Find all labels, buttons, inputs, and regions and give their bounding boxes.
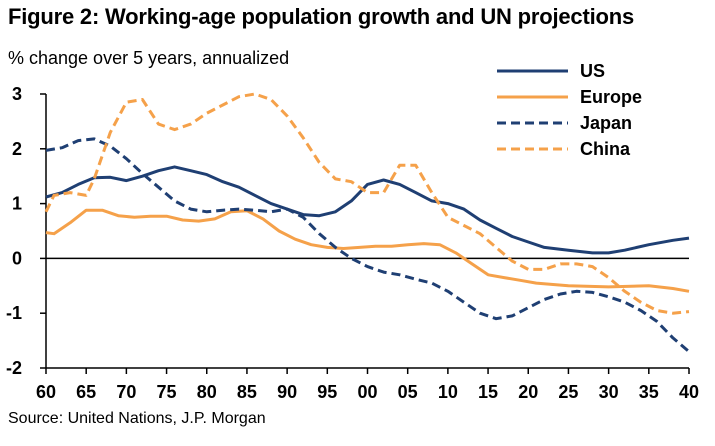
legend-label-us: US [580, 61, 605, 81]
chart-subtitle: % change over 5 years, annualized [8, 48, 290, 68]
series-line-china [44, 92, 690, 315]
y-tick-label: -1 [6, 303, 22, 323]
series-line-us [45, 165, 690, 255]
y-tick-label: -2 [6, 358, 22, 378]
y-tick-label: 1 [12, 194, 22, 214]
x-tick-label: 20 [518, 382, 538, 402]
x-tick-label: 35 [639, 382, 659, 402]
series-lines [44, 92, 690, 353]
x-tick-label: 60 [36, 382, 56, 402]
x-tick-label: 75 [157, 382, 177, 402]
y-ticks: 3 2 1 0 -1 -2 [6, 84, 46, 378]
x-tick-label: 80 [197, 382, 217, 402]
x-tick-label: 00 [357, 382, 377, 402]
series-line-japan [45, 137, 690, 353]
x-tick-label: 85 [237, 382, 257, 402]
legend: US Europe Japan China [497, 61, 642, 159]
y-tick-label: 0 [12, 248, 22, 268]
x-tick-label: 70 [116, 382, 136, 402]
x-ticks: 60 65 70 75 80 85 90 95 00 05 10 15 20 25 30 35 40 [36, 368, 699, 402]
x-tick-label: 95 [317, 382, 337, 402]
y-tick-label: 2 [12, 139, 22, 159]
legend-label-china: China [580, 139, 631, 159]
x-tick-label: 05 [398, 382, 418, 402]
y-tick-label: 3 [12, 84, 22, 104]
x-tick-label: 90 [277, 382, 297, 402]
chart-title: Figure 2: Working-age population growth … [8, 4, 634, 29]
x-tick-label: 40 [679, 382, 699, 402]
x-tick-label: 10 [438, 382, 458, 402]
x-tick-label: 65 [76, 382, 96, 402]
series-line-europe [45, 208, 690, 293]
x-tick-label: 25 [558, 382, 578, 402]
chart-source: Source: United Nations, J.P. Morgan [8, 410, 266, 427]
legend-label-europe: Europe [580, 87, 642, 107]
legend-label-japan: Japan [580, 113, 632, 133]
x-tick-label: 30 [599, 382, 619, 402]
x-tick-label: 15 [478, 382, 498, 402]
